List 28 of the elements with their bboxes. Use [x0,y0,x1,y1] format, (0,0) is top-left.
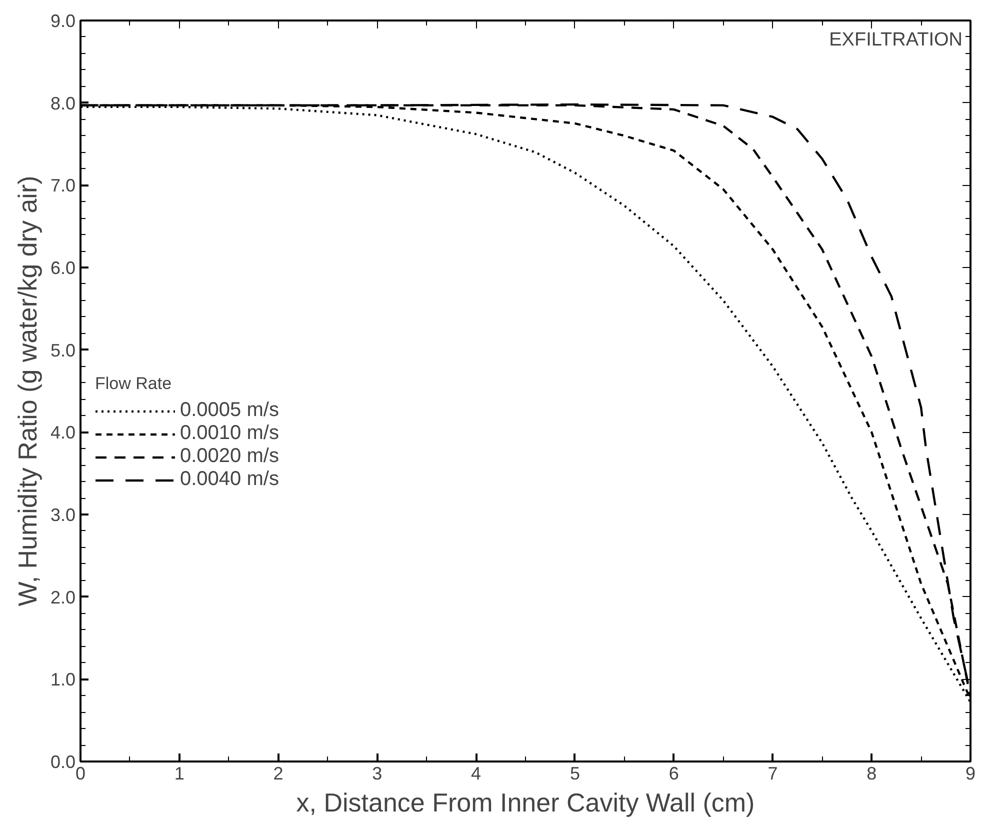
legend-label: 0.0020 m/s [180,445,279,468]
legend-label: 0.0040 m/s [180,468,279,491]
y-tick-label: 9.0 [50,11,76,31]
y-tick-label: 6.0 [50,258,76,278]
y-tick-label: 5.0 [50,340,76,360]
legend-title: Flow Rate [95,374,173,394]
x-tick-label: 3 [372,764,382,784]
y-tick-label: 2.0 [50,587,76,608]
x-tick-label: 1 [174,764,184,784]
x-tick-label: 2 [273,764,284,784]
y-tick-label: 7.0 [50,176,76,196]
y-tick-label: 3.0 [50,505,76,525]
y-axis-title: W, Humidity Ratio (g water/kg dry air) [12,176,42,606]
x-tick-label: 5 [570,764,580,784]
legend-label: 0.0010 m/s [180,422,279,445]
x-tick-label: 9 [965,764,976,784]
y-tick-label: 8.0 [50,93,76,114]
x-tick-label: 8 [866,764,877,784]
x-tick-label: 7 [768,764,778,784]
y-tick-label: 4.0 [50,422,76,443]
annotation: EXFILTRATION [829,30,963,50]
x-tick-label: 4 [471,764,482,784]
x-tick-label: 6 [668,764,679,784]
x-tick-label: 0 [75,764,86,784]
legend-label: 0.0005 m/s [180,399,279,422]
x-axis-title: x, Distance From Inner Cavity Wall (cm) [296,788,755,818]
y-tick-label: 0.0 [50,752,76,772]
y-tick-label: 1.0 [50,670,76,690]
